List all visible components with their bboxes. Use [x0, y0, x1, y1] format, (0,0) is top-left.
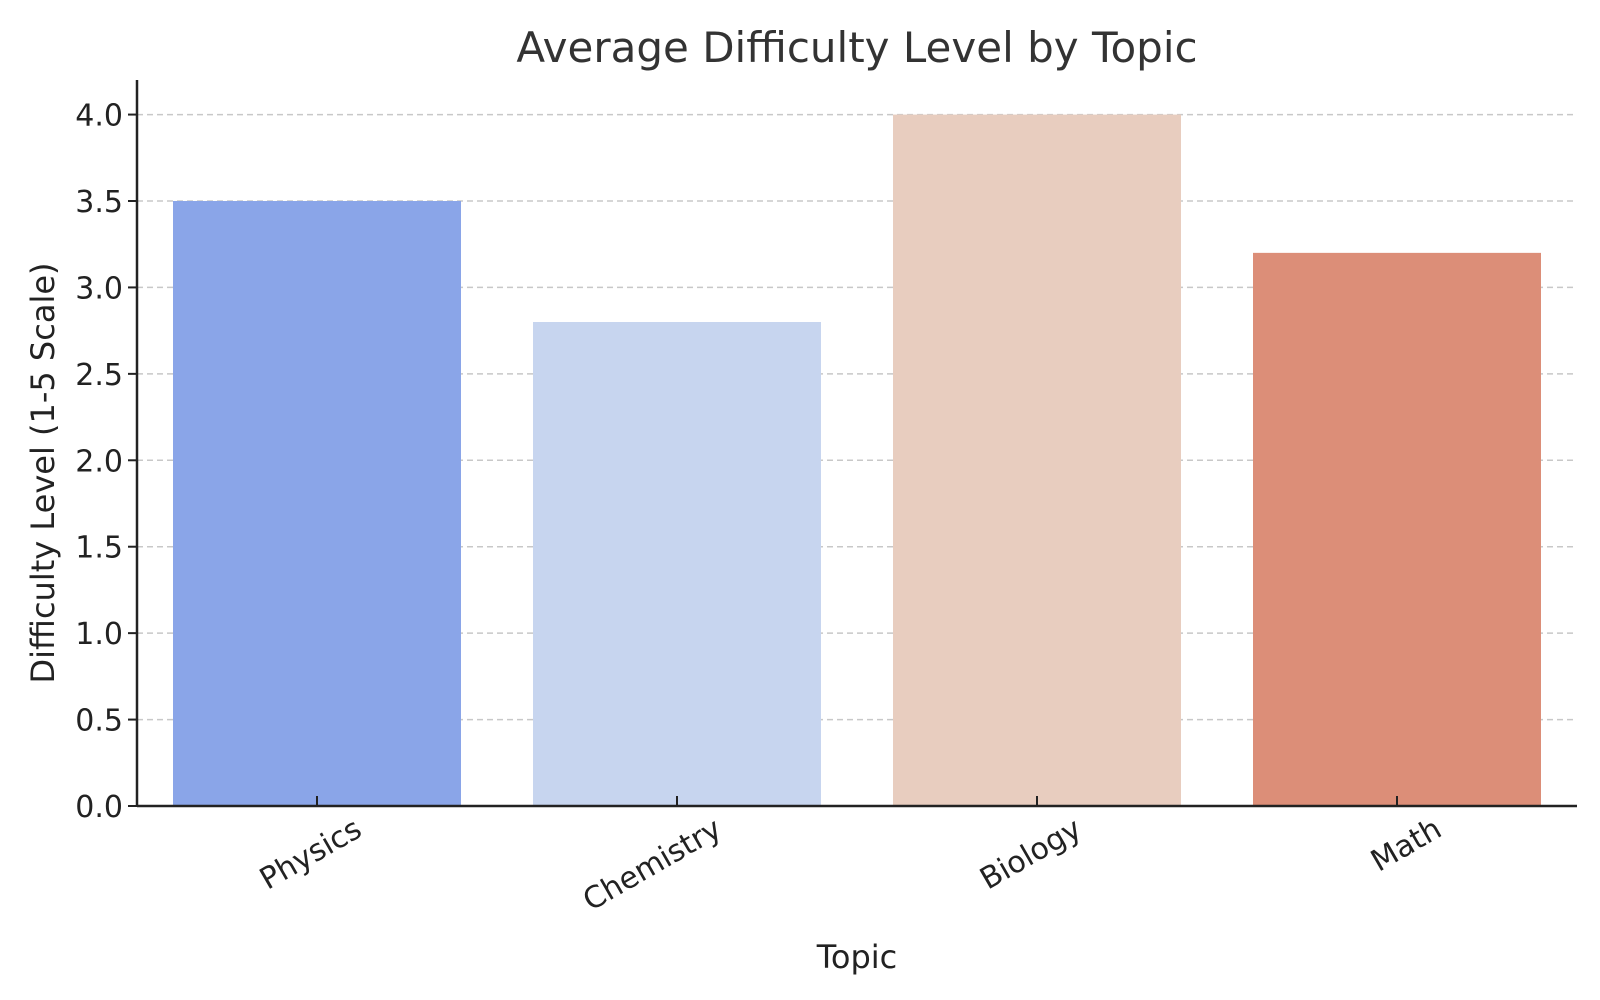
- y-tick-label: 1.0: [75, 617, 123, 652]
- bar-physics: [173, 201, 461, 806]
- x-tick-label: Math: [1365, 811, 1447, 879]
- y-ticks: 0.0 0.5 1.0 1.5 2.0 2.5 3.0 3.5 4.0: [75, 99, 137, 825]
- y-tick-label: 4.0: [75, 99, 123, 134]
- bars: [173, 114, 1541, 807]
- y-tick-label: 2.5: [75, 358, 123, 393]
- x-axis-title: Topic: [816, 938, 897, 976]
- y-tick-label: 0.0: [75, 790, 123, 825]
- x-ticks: Physics Chemistry Biology Math: [254, 796, 1448, 918]
- y-tick-label: 0.5: [75, 704, 123, 739]
- bar-biology: [893, 114, 1181, 807]
- y-tick-label: 3.0: [75, 271, 123, 306]
- y-axis-title: Difficulty Level (1-5 Scale): [24, 262, 62, 683]
- y-tick-label: 2.0: [75, 444, 123, 479]
- x-tick-label: Physics: [254, 811, 368, 897]
- chart-title: Average Difficulty Level by Topic: [516, 23, 1197, 72]
- bar-chemistry: [533, 322, 821, 806]
- y-tick-label: 3.5: [75, 185, 123, 220]
- x-tick-label: Biology: [974, 811, 1087, 897]
- bar-math: [1253, 252, 1541, 806]
- x-tick-label: Chemistry: [577, 811, 727, 918]
- y-tick-label: 1.5: [75, 531, 123, 566]
